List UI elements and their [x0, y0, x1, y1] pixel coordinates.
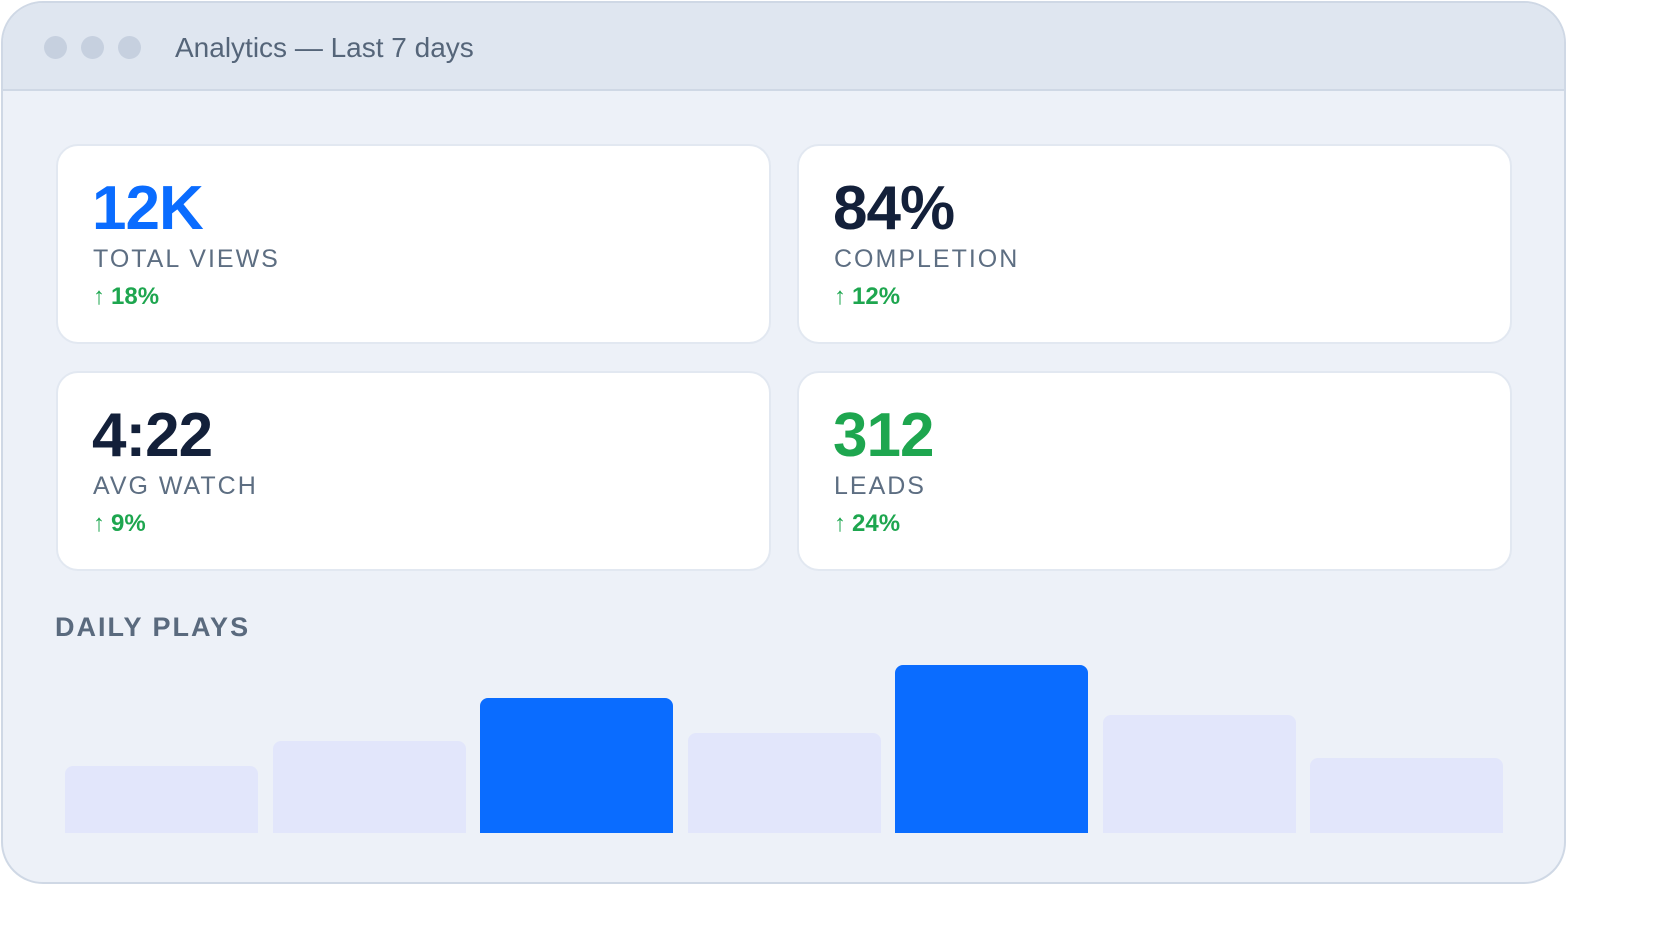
maximize-window-dot[interactable] — [118, 36, 141, 59]
stat-label: TOTAL VIEWS — [93, 245, 280, 273]
arrow-up-icon: ↑ — [834, 283, 846, 310]
chart-bar — [65, 766, 258, 833]
arrow-up-icon: ↑ — [834, 510, 846, 537]
stat-value: 4:22 — [92, 401, 213, 470]
chart-bar — [687, 733, 881, 833]
close-window-dot[interactable] — [44, 36, 67, 59]
window-title: Analytics — Last 7 days — [175, 32, 474, 63]
stat-delta: ↑ 18% — [93, 282, 159, 312]
minimize-window-dot[interactable] — [81, 36, 104, 59]
stat-delta: ↑ 12% — [834, 282, 900, 312]
chart-bar — [480, 698, 673, 833]
stat-delta-value: 18% — [111, 283, 160, 310]
stat-card-avg-watch: 4:22 AVG WATCH ↑ 9% — [56, 371, 771, 571]
analytics-window: Analytics — Last 7 days 12K TOTAL VIEWS … — [1, 1, 1566, 884]
stat-card-completion: 84% COMPLETION ↑ 12% — [797, 144, 1512, 344]
stat-delta: ↑ 9% — [93, 509, 146, 539]
stat-card-total-views: 12K TOTAL VIEWS ↑ 18% — [56, 144, 771, 344]
chart-bar — [1102, 715, 1296, 833]
stat-label: LEADS — [834, 472, 926, 500]
chart-bar — [272, 741, 466, 833]
stat-value: 312 — [833, 401, 934, 470]
arrow-up-icon: ↑ — [93, 283, 105, 310]
chart-bar — [1310, 758, 1503, 833]
stat-delta: ↑ 24% — [834, 509, 900, 539]
stat-delta-value: 24% — [852, 510, 901, 537]
daily-plays-chart — [65, 653, 1505, 833]
stat-value: 12K — [92, 174, 204, 243]
stat-card-leads: 312 LEADS ↑ 24% — [797, 371, 1512, 571]
stat-delta-value: 12% — [852, 283, 901, 310]
arrow-up-icon: ↑ — [93, 510, 105, 537]
daily-plays-heading: DAILY PLAYS — [55, 612, 251, 642]
stat-value: 84% — [833, 174, 955, 243]
stat-delta-value: 9% — [111, 510, 146, 537]
stat-label: COMPLETION — [834, 245, 1020, 273]
stat-label: AVG WATCH — [93, 472, 258, 500]
title-bar: Analytics — Last 7 days — [3, 3, 1564, 91]
chart-bar — [895, 665, 1088, 833]
